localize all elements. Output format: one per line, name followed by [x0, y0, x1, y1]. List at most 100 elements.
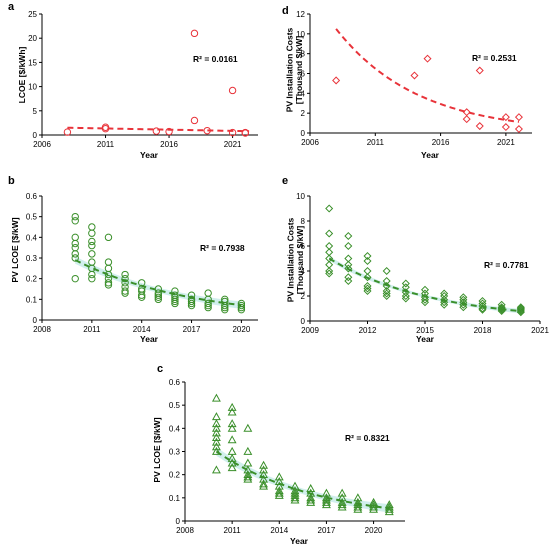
x-tick-label: 2011 [97, 140, 115, 149]
data-point [401, 294, 410, 303]
confidence-band [75, 256, 242, 309]
data-point [88, 274, 96, 283]
x-tick-label: 2017 [183, 325, 201, 334]
data-point [475, 66, 484, 75]
y-tick-label: 8 [301, 217, 306, 226]
y-tick-label: 0.4 [169, 424, 181, 433]
data-point [290, 490, 300, 499]
data-point [337, 488, 347, 497]
data-point [382, 266, 391, 276]
data-point [221, 303, 229, 312]
x-axis-title: Year [140, 150, 159, 160]
y-tick-label: 0 [33, 131, 38, 140]
data-point [321, 497, 331, 506]
data-point [478, 296, 487, 306]
data-point [290, 495, 300, 504]
data-point [243, 470, 253, 479]
data-point [211, 442, 221, 451]
y-tick-label: 10 [28, 83, 37, 92]
data-point [137, 293, 146, 301]
y-tick-label: 15 [28, 58, 37, 67]
data-point [101, 123, 110, 131]
data-point [344, 276, 353, 286]
data-point [121, 287, 129, 295]
data-point [204, 299, 212, 308]
data-point [221, 305, 229, 314]
data-point [121, 270, 129, 279]
data-point [321, 495, 331, 504]
confidence-band [216, 447, 390, 513]
data-point [154, 291, 163, 299]
y-tick-label: 0 [301, 317, 306, 326]
data-point [337, 502, 347, 511]
data-point [514, 113, 523, 122]
trend-line [67, 126, 250, 133]
data-point [353, 502, 363, 511]
panel-letter: c [157, 363, 163, 375]
y-axis-title: PV Installation Costs[Thousand $/kW] [284, 27, 303, 112]
data-point [369, 504, 379, 513]
data-point [306, 495, 316, 504]
data-point [363, 251, 372, 261]
y-tick-label: 0.1 [26, 295, 38, 304]
data-point [104, 270, 113, 279]
r-squared-label: R² = 0.7781 [484, 260, 529, 270]
data-point [152, 127, 161, 135]
y-tick-label: 10 [296, 192, 305, 201]
data-point [104, 279, 113, 287]
y-tick-label: 2 [301, 109, 306, 118]
y-tick-label: 2 [301, 292, 306, 301]
data-point [384, 507, 394, 516]
data-point [137, 291, 146, 299]
data-point [227, 407, 237, 416]
data-point [104, 281, 113, 289]
data-points [332, 54, 523, 134]
data-point [274, 486, 284, 495]
y-tick-label: 0 [176, 517, 181, 526]
data-point [154, 293, 163, 301]
data-point [382, 289, 391, 298]
data-point [475, 122, 484, 131]
data-point [306, 497, 316, 506]
data-point [243, 458, 253, 467]
y-tick-label: 0.3 [26, 254, 38, 263]
panel-letter: a [8, 1, 15, 13]
data-point [384, 502, 394, 511]
data-point [121, 289, 129, 297]
data-point [187, 299, 196, 308]
data-point [259, 460, 269, 469]
data-point [227, 423, 237, 432]
r-squared-label: R² = 0.0161 [193, 54, 238, 64]
data-point [325, 204, 334, 213]
data-point [88, 270, 96, 279]
data-point [353, 504, 363, 513]
data-point [227, 463, 237, 472]
data-point [171, 299, 179, 308]
data-points [71, 212, 246, 314]
data-point [306, 483, 316, 492]
data-point [459, 293, 468, 302]
data-point [243, 423, 253, 432]
y-tick-label: 0 [301, 129, 306, 138]
data-point [204, 301, 212, 310]
data-point [211, 393, 221, 402]
r-squared-label: R² = 0.7938 [200, 243, 245, 253]
data-point [420, 295, 430, 304]
y-tick-label: 6 [301, 70, 306, 79]
data-point [228, 128, 237, 137]
data-point [104, 233, 113, 242]
data-point [462, 115, 471, 124]
chart-panel-d: d 2006 2011 2016 2021 0 2 4 6 8 10 12 Year PV Install… [282, 5, 532, 160]
data-point [211, 412, 221, 421]
x-tick-label: 2008 [176, 526, 194, 535]
data-point [363, 281, 372, 291]
data-point [401, 291, 410, 301]
panel-letter: e [282, 175, 288, 187]
data-point [227, 419, 237, 428]
data-point [71, 274, 79, 283]
data-point [187, 301, 196, 310]
data-point [369, 502, 379, 511]
data-point [237, 305, 246, 314]
data-point [516, 305, 525, 314]
data-point [204, 303, 212, 312]
